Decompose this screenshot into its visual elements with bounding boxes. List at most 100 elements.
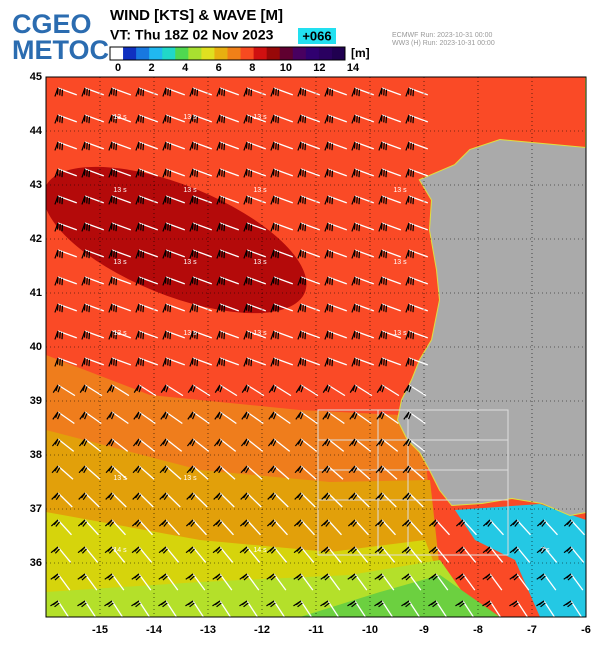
wind-barb (192, 413, 196, 420)
wind-arrow (408, 546, 423, 563)
wind-arrow (381, 465, 398, 480)
wind-arrow (138, 546, 153, 563)
wind-arrow (435, 546, 450, 563)
wind-barb (269, 573, 275, 579)
wind-barb (356, 196, 358, 204)
wind-arrow (300, 141, 321, 150)
period-label: 13 s (253, 330, 267, 337)
wind-barb (407, 249, 410, 257)
wind-barb (376, 600, 383, 606)
wind-barb (250, 197, 253, 205)
wind-barb (196, 278, 199, 286)
wind-barb (137, 168, 140, 176)
wind-barb (137, 467, 142, 474)
period-label: 13 s (393, 259, 407, 266)
wind-arrow (57, 87, 78, 96)
wind-arrow (327, 330, 348, 339)
wind-barb (329, 331, 331, 339)
wind-barb (354, 413, 358, 420)
wind-barb (113, 115, 115, 123)
wind-arrow (273, 357, 294, 366)
wind-barb (412, 278, 415, 286)
wind-barb (56, 330, 59, 338)
wind-barb (218, 249, 221, 257)
wind-barb (135, 492, 140, 499)
wind-barb (250, 224, 253, 232)
wind-barb (326, 114, 329, 122)
wind-barb (196, 224, 199, 232)
wind-arrow (111, 141, 132, 150)
wind-arrow (192, 195, 213, 204)
wind-barb (219, 386, 223, 393)
wind-barb (86, 331, 88, 339)
wind-arrow (84, 222, 105, 231)
wind-barb (412, 116, 415, 124)
wind-barb (277, 89, 280, 97)
wind-barb (142, 278, 145, 286)
wind-arrow (57, 114, 78, 123)
wind-barb (331, 89, 334, 97)
wind-barb (329, 142, 331, 150)
wind-barb (164, 141, 167, 149)
wind-arrow (381, 357, 402, 366)
wind-barb (459, 548, 465, 554)
wind-barb (80, 573, 86, 579)
wind-barb (88, 305, 91, 313)
wind-arrow (84, 276, 105, 285)
wind-barb (83, 222, 86, 230)
wind-arrow (138, 87, 159, 96)
wind-barb (353, 467, 358, 474)
wind-barb (56, 168, 59, 176)
wind-barb (216, 438, 221, 445)
wind-arrow (246, 357, 267, 366)
wind-arrow (219, 519, 234, 536)
period-label: 13 s (183, 330, 197, 337)
wind-arrow (516, 573, 530, 591)
wind-barb (115, 143, 118, 151)
wind-barb (191, 357, 194, 365)
wind-arrow (57, 357, 78, 366)
wind-barb (302, 169, 304, 177)
wind-arrow (408, 276, 429, 285)
wind-arrow (246, 168, 267, 177)
wind-barb (134, 546, 140, 552)
wind-barb (407, 222, 410, 230)
period-label: 14 s (253, 547, 267, 554)
wind-barb (88, 224, 91, 232)
wind-arrow (246, 330, 267, 339)
wind-barb (140, 331, 142, 339)
wind-barb (86, 358, 88, 366)
wind-barb (304, 305, 307, 313)
wind-barb (218, 467, 223, 474)
wind-barb (326, 195, 329, 203)
wind-barb (412, 170, 415, 178)
wind-arrow (408, 141, 429, 150)
colorbar-swatch (331, 47, 346, 60)
wind-barb (356, 88, 358, 96)
wind-arrow (84, 357, 105, 366)
wind-barb (86, 169, 88, 177)
wind-arrow (570, 600, 583, 617)
wind-barb (59, 88, 61, 96)
wind-barb (353, 141, 356, 149)
wind-barb (325, 521, 331, 527)
wind-barb (108, 575, 114, 581)
wind-barb (162, 575, 168, 581)
wind-barb (302, 331, 304, 339)
wind-arrow (138, 114, 159, 123)
wind-arrow (273, 573, 287, 591)
wind-arrow (57, 276, 78, 285)
wind-barb (432, 548, 438, 554)
wind-barb (458, 519, 464, 526)
wind-barb (358, 116, 361, 124)
wind-arrow (246, 303, 267, 312)
wind-barb (56, 114, 59, 122)
wind-barb (380, 303, 383, 311)
wind-arrow (543, 519, 558, 536)
wind-barb (302, 88, 304, 96)
wind-barb (540, 548, 546, 554)
wind-barb (353, 114, 356, 122)
wind-arrow (273, 492, 289, 508)
wind-barb (56, 141, 59, 149)
wind-arrow (246, 411, 264, 425)
